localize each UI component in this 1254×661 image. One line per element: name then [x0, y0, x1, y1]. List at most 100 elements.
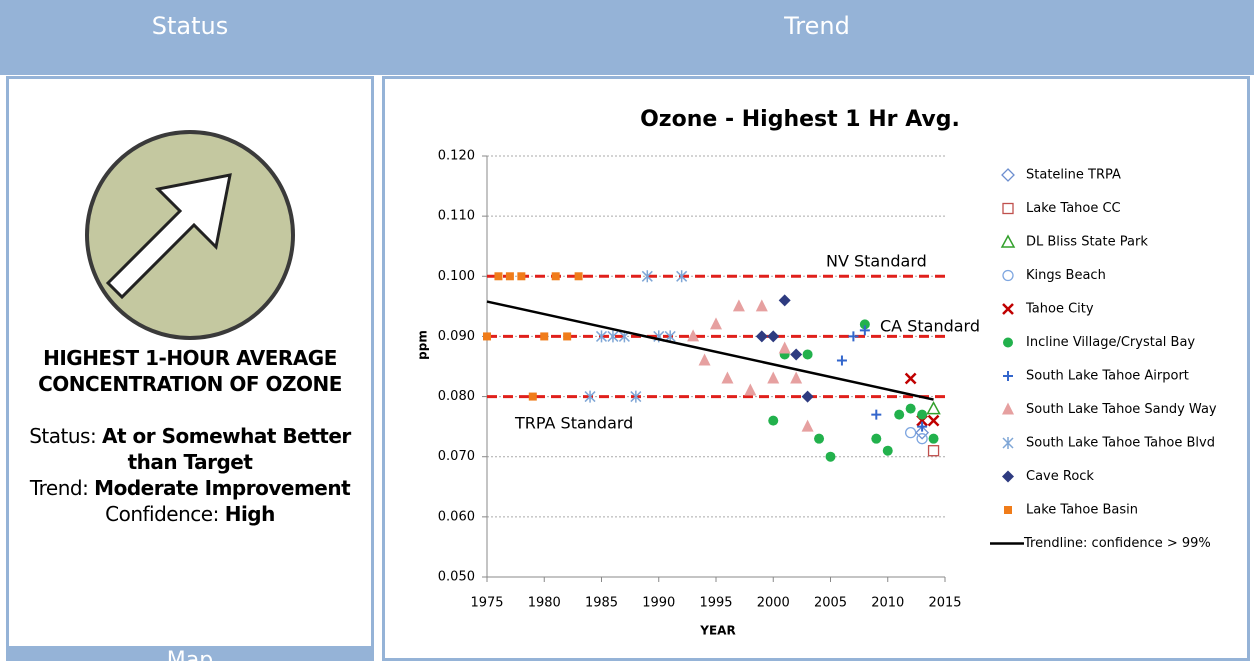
x-tick-label: 1980 — [528, 596, 561, 611]
x-tick-label: 2005 — [814, 596, 847, 611]
point — [767, 371, 780, 384]
legend-label: Stateline TRPA — [1026, 168, 1121, 183]
map-label: Map — [166, 648, 214, 661]
x-tick-label: 1990 — [642, 596, 675, 611]
point — [927, 414, 940, 427]
point — [848, 331, 859, 342]
point — [768, 415, 779, 426]
trend-panel — [382, 76, 1250, 661]
x-tick-label: 1995 — [699, 596, 732, 611]
point — [687, 329, 700, 342]
point — [563, 332, 572, 341]
legend-marker — [1001, 168, 1015, 182]
point — [905, 427, 917, 439]
point — [790, 371, 803, 384]
point — [494, 272, 503, 281]
point — [871, 409, 882, 420]
point — [905, 403, 916, 414]
x-axis-label: YEAR — [699, 624, 735, 638]
item-value: Moderate Improvement — [94, 476, 351, 500]
status-item: Confidence: High — [20, 501, 360, 527]
status-item: Status: At or Somewhat Better than Targe… — [20, 423, 360, 475]
reference-label: NV Standard — [826, 252, 927, 271]
point — [517, 272, 526, 281]
y-axis-label: ppm — [416, 330, 430, 360]
legend-label: Cave Rock — [1026, 469, 1094, 484]
header-bar — [0, 0, 1254, 75]
point — [710, 317, 722, 330]
point — [698, 353, 711, 366]
y-tick-label: 0.070 — [438, 449, 475, 464]
map-header: Map — [8, 646, 372, 661]
y-tick-label: 0.090 — [438, 329, 475, 344]
point — [927, 445, 940, 457]
point — [767, 330, 780, 343]
legend-marker — [1002, 269, 1014, 282]
point — [721, 371, 734, 384]
point — [916, 433, 928, 445]
legend-label: South Lake Tahoe Airport — [1026, 369, 1189, 384]
legend-label: Trendline: confidence > 99% — [1023, 536, 1211, 551]
legend-label: Incline Village/Crystal Bay — [1026, 335, 1195, 350]
point — [802, 349, 813, 360]
trend-header: Trend — [784, 12, 850, 40]
point — [825, 451, 836, 462]
point — [778, 294, 791, 307]
point — [630, 390, 642, 403]
legend-label: Tahoe City — [1025, 302, 1094, 317]
point — [790, 348, 803, 361]
status-header: Status — [151, 12, 229, 40]
point — [551, 272, 560, 281]
item-value: At or Somewhat Better than Target — [102, 424, 351, 474]
legend-label: South Lake Tahoe Sandy Way — [1026, 402, 1217, 417]
y-tick-label: 0.050 — [438, 570, 475, 585]
legend-marker — [1000, 234, 1016, 248]
legend-label: Kings Beach — [1026, 268, 1106, 283]
point — [915, 425, 930, 440]
x-tick-label: 2000 — [757, 596, 790, 611]
legend-marker — [1004, 506, 1012, 514]
legend-marker — [1003, 337, 1013, 348]
status-title: HIGHEST 1-HOUR AVERAGE CONCENTRATION OF … — [38, 346, 342, 396]
item-value: High — [224, 502, 276, 526]
x-tick-label: 2015 — [928, 596, 961, 611]
point — [528, 392, 537, 401]
legend-label: DL Bliss State Park — [1026, 235, 1148, 250]
point — [926, 401, 941, 415]
legend-label: South Lake Tahoe Tahoe Blvd — [1026, 436, 1215, 451]
point — [607, 330, 619, 343]
icon-circle — [85, 130, 295, 340]
point — [814, 433, 825, 444]
point — [801, 419, 814, 432]
point — [904, 372, 917, 385]
point — [917, 421, 928, 432]
point — [928, 433, 939, 444]
point — [483, 332, 491, 341]
x-tick-label: 1985 — [585, 596, 618, 611]
point — [676, 270, 688, 283]
point — [574, 272, 583, 281]
legend-marker — [1002, 437, 1014, 449]
status-text: HIGHEST 1-HOUR AVERAGE CONCENTRATION OF … — [20, 345, 360, 527]
chart-title: Ozone - Highest 1 Hr Avg. — [640, 107, 960, 132]
point — [871, 433, 882, 444]
point — [755, 330, 768, 343]
y-tick-label: 0.100 — [438, 269, 475, 284]
legend-marker — [1002, 202, 1014, 215]
point — [755, 299, 768, 312]
y-tick-label: 0.110 — [438, 209, 475, 224]
point — [859, 319, 870, 330]
trendline — [486, 300, 934, 401]
y-tick-label: 0.060 — [438, 509, 475, 524]
point — [801, 390, 814, 403]
point — [882, 445, 893, 456]
legend-label: Lake Tahoe CC — [1026, 201, 1121, 216]
x-tick-label: 2010 — [871, 596, 904, 611]
legend-marker — [1002, 402, 1014, 415]
y-tick-label: 0.120 — [438, 149, 475, 164]
legend-marker — [1002, 470, 1014, 483]
legend-label: Lake Tahoe Basin — [1026, 503, 1138, 518]
x-tick-label: 1975 — [470, 596, 503, 611]
